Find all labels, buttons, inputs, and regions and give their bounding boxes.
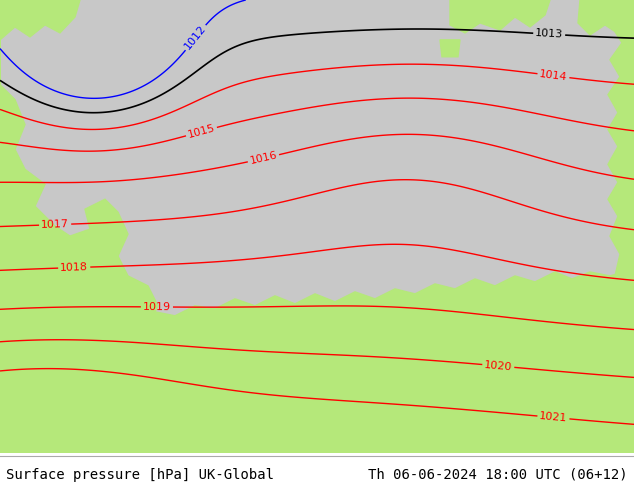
Polygon shape: [575, 0, 634, 453]
Text: 1012: 1012: [183, 24, 208, 52]
Polygon shape: [0, 0, 634, 453]
Polygon shape: [578, 0, 634, 35]
Text: 1019: 1019: [143, 302, 171, 312]
Text: Th 06-06-2024 18:00 UTC (06+12): Th 06-06-2024 18:00 UTC (06+12): [368, 467, 628, 482]
Polygon shape: [440, 40, 460, 57]
Polygon shape: [450, 0, 550, 33]
Polygon shape: [0, 269, 634, 453]
Text: 1013: 1013: [535, 28, 564, 40]
Text: 1014: 1014: [539, 69, 568, 82]
Polygon shape: [0, 0, 80, 40]
Text: 1020: 1020: [484, 360, 513, 372]
Text: 1016: 1016: [249, 150, 278, 166]
Text: 1015: 1015: [186, 123, 216, 140]
Text: 1017: 1017: [41, 219, 69, 230]
Text: 1018: 1018: [60, 262, 88, 273]
Text: Surface pressure [hPa] UK-Global: Surface pressure [hPa] UK-Global: [6, 467, 275, 482]
Text: 1021: 1021: [539, 411, 568, 424]
Polygon shape: [0, 0, 255, 386]
